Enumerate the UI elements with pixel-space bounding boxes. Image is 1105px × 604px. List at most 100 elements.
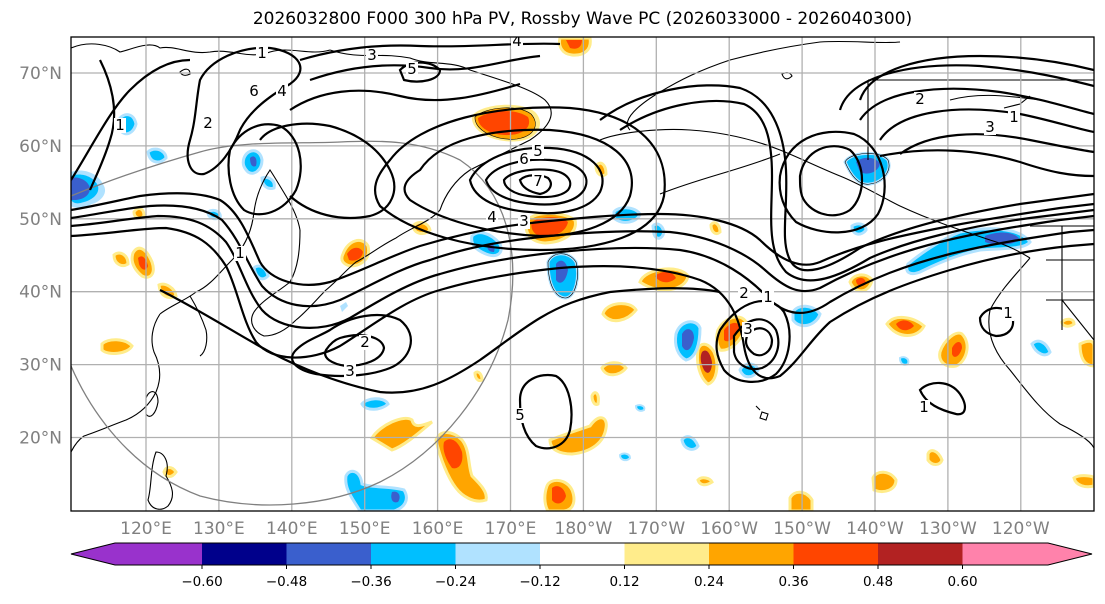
- lon-tick-label: 150°E: [339, 519, 391, 539]
- contour-label-bg: [762, 290, 774, 305]
- contour-line: [71, 226, 1094, 380]
- colorbar-tick-label: −0.60: [181, 574, 222, 590]
- lon-tick-label: 180°W: [555, 519, 613, 539]
- contour-label: 3: [519, 212, 529, 230]
- contour-label: 4: [512, 32, 522, 50]
- borders-north-america: [867, 79, 1094, 341]
- contour-label-bg: [406, 62, 418, 77]
- positive-anomaly-blob: [369, 416, 433, 452]
- colorbar-segment: [371, 543, 456, 565]
- colorbar: [70, 542, 1093, 569]
- colorbar-tick-label: −0.24: [435, 574, 476, 590]
- colorbar-labels: −0.60 −0.48 −0.36 −0.24 −0.12 0.12 0.24 0.36 0.4…: [181, 574, 977, 590]
- contour-line: [879, 108, 1094, 141]
- contour-label: 3: [743, 320, 753, 338]
- contour-label-bg: [1008, 110, 1020, 125]
- contour-line: [259, 122, 396, 220]
- contour-label-bg: [532, 144, 544, 159]
- positive-anomaly-blob: [112, 251, 130, 268]
- contour-line: [373, 106, 666, 252]
- colorbar-segment: [878, 543, 963, 565]
- contour-line: [291, 313, 412, 378]
- coastline-alaska-south: [599, 128, 1031, 259]
- contour-label-bg: [1002, 306, 1014, 321]
- contour-label: 1: [115, 116, 125, 134]
- colorbar-extend-max: [1048, 543, 1092, 565]
- colorbar-extend-min: [71, 543, 115, 565]
- colorbar-segment: [709, 543, 794, 565]
- contour-label-bg: [114, 118, 126, 133]
- colorbar-tick-label: 0.36: [778, 574, 808, 590]
- contour-label-bg: [511, 37, 523, 49]
- lon-tick-label: 140°E: [266, 519, 318, 539]
- coastline-kamchatka: [329, 49, 552, 239]
- contour-line: [879, 149, 1094, 178]
- contour-line: [899, 133, 1094, 155]
- lon-tick-label: 130°E: [193, 519, 245, 539]
- contour-label-bg: [738, 286, 750, 301]
- colorbar-segment: [286, 543, 372, 565]
- contour-label-bg: [532, 174, 544, 189]
- positive-anomaly-blob: [100, 338, 134, 355]
- colorbar-tick-label: 0.60: [947, 574, 977, 590]
- lon-tick-label: 170°W: [627, 519, 685, 539]
- contour-label: 2: [915, 90, 925, 108]
- contour-line: [518, 373, 573, 450]
- lon-tick-label: 140°W: [846, 519, 904, 539]
- chart-title: 2026032800 F000 300 hPa PV, Rossby Wave …: [252, 9, 913, 29]
- positive-anomaly-blob: [788, 490, 814, 511]
- negative-anomaly-blob: [618, 452, 632, 462]
- negative-anomaly-blob: [260, 176, 276, 190]
- contour-label-bg: [742, 322, 754, 337]
- contour-line: [71, 58, 191, 181]
- coastline-korea: [189, 295, 208, 357]
- latitude-labels: 70°N 60°N 50°N 40°N 30°N 20°N: [19, 64, 62, 449]
- lat-tick-label: 70°N: [19, 64, 62, 84]
- contour-line: [978, 306, 1015, 338]
- contour-label: 7: [533, 172, 543, 190]
- contour-label: 3: [367, 46, 377, 64]
- contour-label-bg: [359, 335, 371, 350]
- coastline-island: [179, 68, 191, 76]
- lon-tick-label: 120°E: [120, 519, 172, 539]
- contour-label-bg: [202, 116, 214, 131]
- positive-anomaly-blob: [590, 391, 600, 406]
- lon-tick-label: 150°W: [773, 519, 831, 539]
- lon-tick-label: 160°W: [700, 519, 758, 539]
- coastline-hawaii: [755, 405, 769, 421]
- positive-anomaly-blob: [938, 331, 969, 368]
- contour-label-bg: [276, 84, 288, 99]
- positive-anomaly-blob: [1060, 317, 1076, 328]
- contour-label: 5: [533, 142, 543, 160]
- positive-anomaly-blob: [871, 470, 898, 494]
- contour-label: 6: [519, 150, 529, 168]
- colorbar-segment: [962, 543, 1049, 565]
- contour-line: [599, 84, 1094, 272]
- colorbar-segment: [202, 543, 287, 565]
- colorbar-tick-label: 0.48: [863, 574, 893, 590]
- map-frame: [70, 36, 1095, 512]
- contour-label: 3: [985, 118, 995, 136]
- contour-label-bg: [248, 84, 260, 99]
- contour-label-bg: [518, 152, 530, 167]
- contour-line: [778, 130, 886, 234]
- contour-label: 2: [739, 284, 749, 302]
- contour-label-bg: [366, 48, 378, 63]
- contour-label: 3: [345, 362, 355, 380]
- contour-line: [289, 82, 521, 111]
- contour-label-bg: [514, 408, 526, 423]
- lat-tick-label: 60°N: [19, 137, 62, 157]
- colorbar-segment: [624, 543, 710, 565]
- contour-label: 1: [235, 244, 245, 262]
- positive-anomaly-blob: [543, 479, 576, 511]
- contour-line: [502, 168, 572, 199]
- contour-line: [309, 54, 541, 82]
- contour-label-bg: [518, 214, 530, 229]
- contour-label: 1: [257, 44, 267, 62]
- lon-tick-label: 160°E: [412, 519, 464, 539]
- contour-line: [619, 99, 1094, 282]
- contour-line: [744, 327, 774, 357]
